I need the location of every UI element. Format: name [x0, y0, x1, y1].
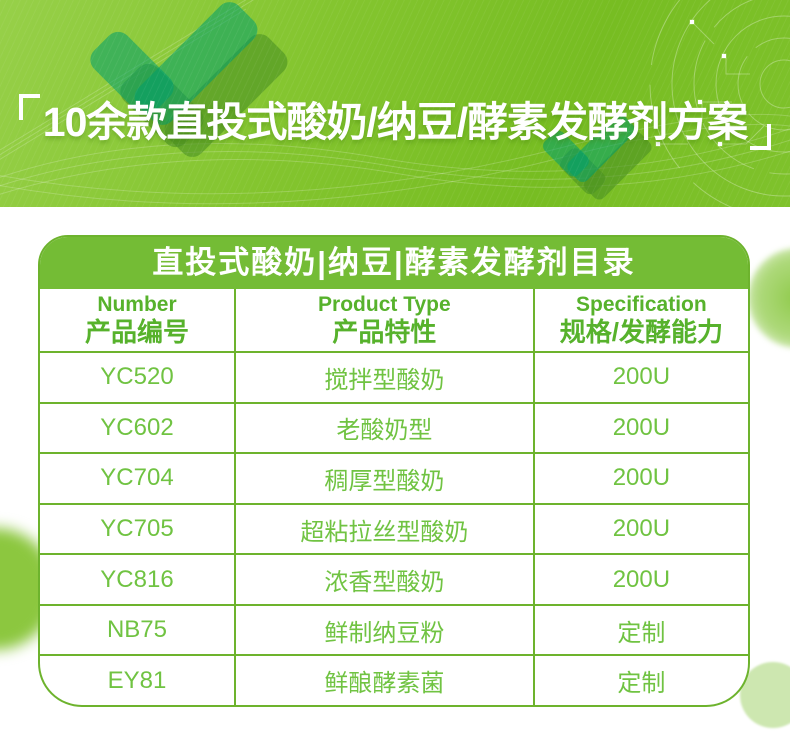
cell-product-type: 浓香型酸奶 [233, 555, 533, 604]
cell-product-number: YC520 [100, 363, 174, 391]
table-row: YC602 老酸奶型 200U [40, 401, 748, 453]
cell-specification: 200U [532, 353, 748, 402]
table-row: YC816 浓香型酸奶 200U [40, 553, 748, 604]
product-table-body: YC520 搅拌型酸奶 200U YC602 老酸奶型 200U YC704 稠… [40, 351, 748, 705]
cell-product-number: YC816 [100, 565, 174, 593]
cell-product-type: 搅拌型酸奶 [233, 353, 533, 402]
column-header-number: Number 产品编号 [40, 289, 234, 351]
deco-circle-top-right [748, 248, 790, 348]
column-header-en: Product Type [318, 293, 451, 316]
column-header-zh: 规格/发酵能力 [559, 317, 723, 347]
table-row: YC520 搅拌型酸奶 200U [40, 351, 748, 402]
table-row: EY81 鲜酿酵素菌 定制 [40, 654, 748, 705]
cell-specification: 200U [532, 504, 748, 554]
cell-product-number: NB75 [106, 616, 168, 644]
cell-specification: 定制 [532, 605, 748, 655]
cell-specification: 200U [532, 555, 748, 604]
corner-bracket-open-icon [18, 94, 40, 120]
cell-specification: 定制 [532, 656, 748, 705]
column-header-zh: 产品特性 [332, 317, 437, 347]
catalog-title-bar: 直投式酸奶|纳豆|酵素发酵剂目录 [40, 237, 748, 289]
cell-product-number: YC602 [100, 413, 174, 441]
banner-title: 10余款直投式酸奶/纳豆/酵素发酵剂方案 [0, 88, 790, 150]
table-row: YC705 超粘拉丝型酸奶 200U [40, 502, 748, 554]
column-header-en: Specification [576, 293, 707, 316]
banner: 10余款直投式酸奶/纳豆/酵素发酵剂方案 [0, 0, 790, 207]
column-header-zh: 产品编号 [84, 317, 189, 347]
cell-product-type: 鲜制纳豆粉 [233, 605, 533, 655]
corner-bracket-close-icon [750, 124, 772, 150]
cell-product-type: 稠厚型酸奶 [233, 454, 533, 503]
banner-title-text: 10余款直投式酸奶/纳豆/酵素发酵剂方案 [42, 99, 748, 145]
table-row: NB75 鲜制纳豆粉 定制 [40, 603, 748, 655]
cell-product-type: 老酸奶型 [233, 403, 533, 453]
cell-specification: 200U [532, 454, 748, 503]
column-header-en: Number [97, 293, 177, 316]
cell-product-number: YC705 [100, 515, 174, 543]
cell-product-type: 鲜酿酵素菌 [233, 656, 533, 705]
column-header-specification: Specification 规格/发酵能力 [532, 289, 748, 351]
product-catalog-table: 直投式酸奶|纳豆|酵素发酵剂目录 Number 产品编号 Product Typ… [38, 235, 750, 707]
cell-product-number: EY81 [107, 666, 167, 694]
table-header-row: Number 产品编号 Product Type 产品特性 Specificat… [40, 289, 748, 351]
cell-product-type: 超粘拉丝型酸奶 [233, 504, 533, 554]
column-header-product-type: Product Type 产品特性 [233, 289, 533, 351]
cell-product-number: YC704 [100, 464, 174, 492]
cell-specification: 200U [532, 403, 748, 453]
table-row: YC704 稠厚型酸奶 200U [40, 452, 748, 503]
